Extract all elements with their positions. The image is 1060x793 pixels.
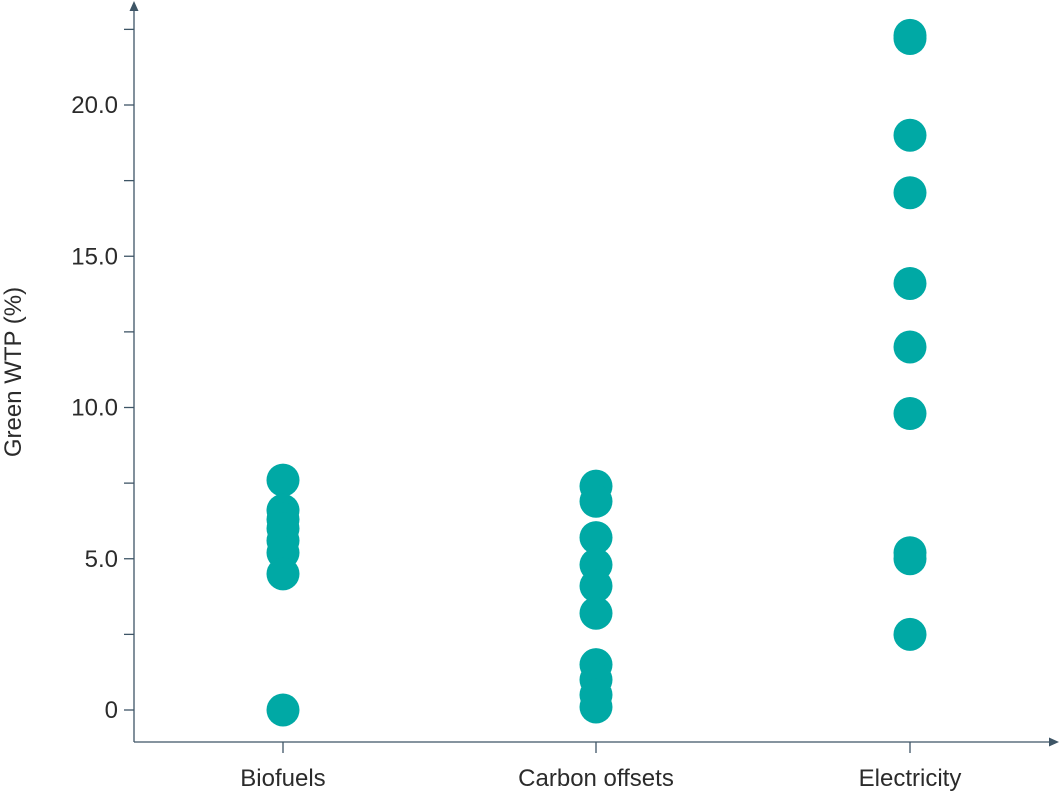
data-point (579, 690, 613, 724)
data-point (893, 617, 927, 651)
data-point (893, 176, 927, 210)
y-tick-label: 5.0 (85, 546, 118, 573)
data-point (579, 521, 613, 555)
y-ticks: 0 5.0 10.0 15.0 20.0 (71, 28, 134, 724)
data-point (579, 596, 613, 630)
data-point (893, 397, 927, 431)
data-point (266, 557, 300, 591)
data-point (893, 542, 927, 576)
y-axis-title: Green WTP (%) (0, 287, 27, 457)
x-axis-arrow (1049, 737, 1059, 747)
y-tick-label: 15.0 (71, 243, 118, 270)
data-point (893, 118, 927, 152)
axes (129, 1, 1059, 747)
x-tick-label: Biofuels (240, 765, 325, 792)
data-point (893, 266, 927, 300)
x-ticks: Biofuels Carbon offsets Electricity (240, 742, 961, 792)
y-tick-label: 10.0 (71, 395, 118, 422)
y-tick-label: 20.0 (71, 92, 118, 119)
data-point (266, 463, 300, 497)
data-point (266, 693, 300, 727)
data-point (893, 21, 927, 55)
data-point (893, 330, 927, 364)
data-point (579, 569, 613, 603)
x-tick-label: Carbon offsets (518, 765, 674, 792)
y-axis-arrow (129, 1, 139, 11)
data-point (579, 484, 613, 518)
x-tick-label: Electricity (859, 765, 962, 792)
data-points (266, 18, 927, 727)
y-tick-label: 0 (105, 697, 118, 724)
